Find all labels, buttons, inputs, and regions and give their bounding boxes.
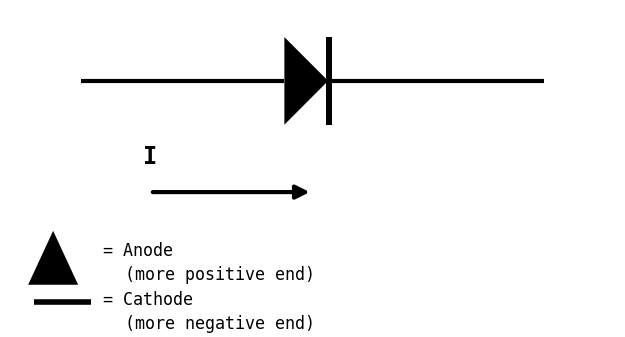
Polygon shape xyxy=(284,37,328,125)
Text: (more positive end): (more positive end) xyxy=(125,266,315,284)
Text: I: I xyxy=(143,145,157,169)
Text: = Anode: = Anode xyxy=(103,242,173,260)
Bar xyxy=(326,37,332,125)
Text: = Cathode: = Cathode xyxy=(103,291,193,309)
Polygon shape xyxy=(28,231,78,285)
Text: (more negative end): (more negative end) xyxy=(125,314,315,333)
